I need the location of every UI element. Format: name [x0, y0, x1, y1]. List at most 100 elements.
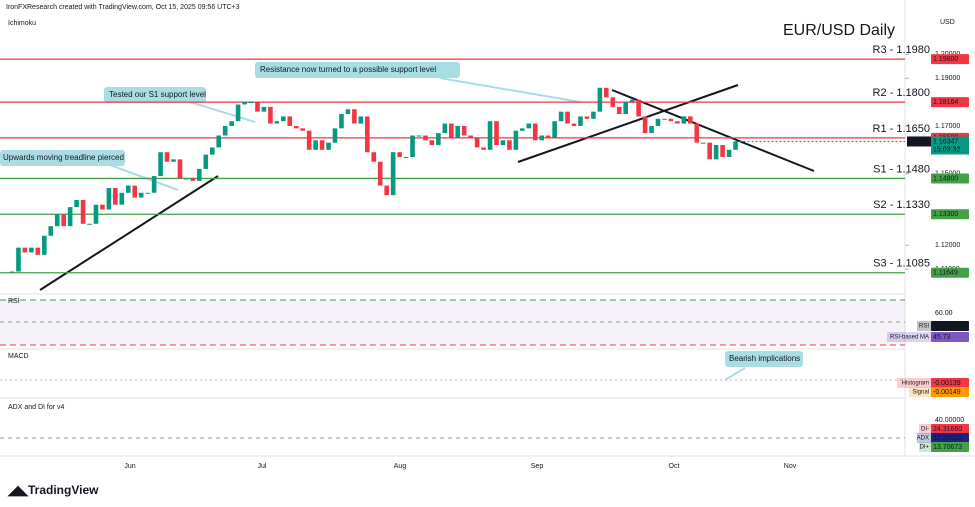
pane-label-box: [917, 321, 931, 331]
candle: [552, 121, 557, 138]
candle: [461, 125, 467, 136]
pane-value: -0.00149: [933, 389, 961, 396]
candle: [429, 140, 435, 146]
level-price-label-box: [931, 209, 969, 220]
candle: [48, 226, 54, 236]
pane-label-box: [919, 424, 931, 434]
candle: [662, 118, 667, 120]
candle: [513, 130, 519, 150]
pane-value-box: [931, 442, 969, 452]
candle: [481, 147, 486, 150]
annotation: Upwards moving treadline pierced: [0, 150, 125, 166]
candle: [164, 152, 170, 162]
candle: [106, 188, 112, 210]
pane-label: RSI: [919, 324, 929, 330]
pane-value-box: [931, 433, 969, 443]
pane-label-box: [917, 433, 931, 443]
countdown: 15:03:32: [933, 146, 960, 153]
candle: [591, 111, 596, 119]
candle: [681, 116, 687, 124]
pane-value-box: [931, 387, 969, 397]
y-tick-label: 1.19000: [935, 75, 960, 82]
candle: [281, 116, 286, 122]
candle: [610, 97, 616, 107]
pane-value: -0.00139: [933, 380, 961, 387]
candle: [713, 145, 719, 160]
level-price-label: 1.13300: [933, 211, 958, 218]
adx-tick: 40.00000: [935, 417, 964, 424]
annotation: Resistance now turned to a possible supp…: [255, 62, 460, 78]
pane-value-box: [931, 321, 969, 331]
pane-label: Signal: [912, 390, 929, 396]
candle: [93, 204, 99, 224]
candle: [448, 123, 454, 138]
candle: [733, 141, 738, 150]
candle: [545, 135, 551, 138]
candle: [384, 185, 389, 196]
level-label: R3 - 1.1980: [873, 44, 930, 56]
symbol-label: EURUSD: [908, 139, 934, 145]
pane-label-box: [919, 442, 931, 452]
annotation-text: Tested our S1 support level: [109, 90, 206, 99]
candle: [532, 123, 538, 141]
last-price-box: [931, 136, 969, 155]
candle: [16, 247, 21, 272]
candle: [423, 135, 428, 141]
candle: [145, 192, 150, 194]
pane-title: MACD: [8, 353, 29, 360]
candle: [235, 104, 241, 122]
pane-label-box: [897, 378, 931, 388]
candle: [726, 149, 732, 157]
level-label: S2 - 1.1330: [873, 199, 930, 211]
candle: [138, 192, 144, 198]
candle: [707, 142, 712, 160]
level-price-label: 1.14800: [933, 175, 958, 182]
pane-value: 24.31660: [933, 426, 962, 433]
candle: [455, 125, 461, 138]
candle: [494, 121, 499, 146]
candle: [636, 99, 641, 117]
candle: [616, 106, 622, 115]
candle: [29, 247, 34, 253]
pane-label-box: [909, 387, 931, 397]
level-price-label: 1.18164: [933, 99, 958, 106]
annotation-arrow: [439, 77, 581, 103]
candle: [203, 154, 209, 169]
candle: [319, 140, 325, 150]
candle: [248, 102, 254, 104]
x-tick-label: Oct: [669, 463, 680, 470]
level-label: S3 - 1.1085: [873, 258, 930, 270]
candle: [377, 161, 383, 186]
candle: [526, 123, 532, 129]
candle: [229, 121, 234, 126]
candle: [177, 159, 183, 179]
annotation-arrow: [724, 367, 746, 381]
level-price-label-box: [931, 267, 969, 278]
candle: [397, 152, 402, 157]
annotation: Bearish implications: [725, 351, 803, 367]
candle: [410, 135, 415, 157]
annotation-text: Upwards moving treadline pierced: [3, 153, 124, 162]
candle: [255, 102, 260, 112]
level-price-label-box: [931, 54, 969, 65]
candle: [649, 125, 654, 134]
level-price-label: 1.19800: [933, 56, 958, 63]
footer-brand: TradingView: [28, 483, 99, 497]
trendline: [611, 89, 815, 172]
pane-title: RSI: [8, 298, 20, 305]
candle: [119, 192, 125, 205]
pane-title: ADX and DI for v4: [8, 404, 65, 411]
candle: [629, 99, 635, 103]
candle: [358, 116, 364, 124]
candle: [642, 116, 648, 134]
candle: [306, 130, 312, 150]
candle: [125, 185, 131, 193]
pane-label: DI+: [919, 445, 929, 451]
y-tick-label: 1.17000: [935, 123, 960, 130]
pane-value-box: [931, 424, 969, 434]
candle: [474, 137, 480, 148]
pane-value: 45.79: [933, 323, 951, 330]
candle: [300, 128, 305, 131]
